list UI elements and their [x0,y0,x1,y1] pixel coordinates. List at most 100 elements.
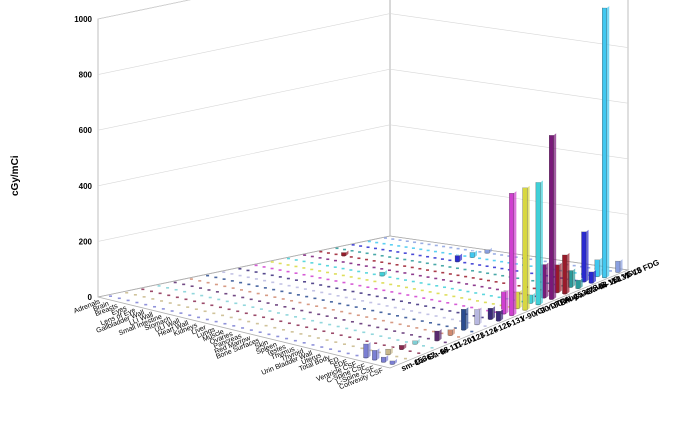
floor-marker [141,288,145,291]
bar-top [514,289,522,292]
floor-marker [311,282,315,285]
floor-marker [346,304,350,307]
floor-marker [215,291,219,293]
floor-marker [125,291,129,294]
floor-marker [193,300,197,303]
bar [399,345,404,350]
floor-marker [387,313,391,315]
floor-marker [463,261,467,264]
floor-marker [395,315,399,317]
floor-marker [282,328,286,331]
floor-marker [358,284,362,287]
bar-top [474,307,482,310]
floor-marker [418,254,422,257]
floor-marker [231,287,235,289]
floor-marker [410,259,414,262]
floor-marker [364,265,368,267]
floor-marker [335,287,339,290]
bar-side [540,180,543,305]
floor-marker [381,319,385,322]
floor-marker [222,271,226,274]
floor-marker [395,257,399,260]
floor-marker [270,261,274,263]
floor-marker [408,302,412,304]
floor-marker [480,285,484,288]
floor-marker [493,266,497,269]
floor-marker [331,309,335,311]
bar-side [368,341,371,358]
floor-marker [530,272,534,275]
floor-marker [418,274,422,277]
floor-marker [395,355,399,358]
floor-marker [367,293,371,296]
floor-marker [455,267,459,270]
floor-marker [365,316,369,318]
floor-marker [410,310,414,312]
floor-marker [326,271,330,274]
bar [615,260,621,273]
floor-marker [241,296,245,299]
floor-marker [308,311,312,314]
floor-marker [294,259,298,261]
floor-marker [294,272,298,274]
floor-marker [276,335,280,338]
floor-marker [492,259,496,262]
floor-marker [441,279,445,281]
bar [469,252,475,258]
floor-marker [422,297,426,299]
bar [487,308,493,320]
floor-marker [238,268,242,270]
floor-marker [387,269,391,272]
bar-top [447,327,455,330]
floor-marker [372,260,376,262]
floor-marker [414,295,418,298]
bar-top [389,358,397,361]
floor-marker [365,279,369,281]
floor-marker [351,290,355,293]
floor-marker [149,290,153,293]
floor-marker [340,310,344,313]
floor-marker [325,264,329,267]
floor-marker [302,342,306,344]
floor-marker [426,276,430,278]
floor-marker [273,296,277,298]
bar-side [385,355,389,363]
y-tick-label: 800 [79,71,93,80]
floor-marker [426,313,430,316]
floor-marker [391,238,395,240]
floor-marker [445,325,449,328]
floor-marker [423,328,427,331]
bar-top [562,252,570,255]
floor-marker [318,263,322,266]
bar-side [620,259,623,273]
y-tick-label: 600 [79,126,93,135]
floor-marker [311,319,315,322]
floor-marker [448,273,452,275]
floor-marker [359,245,363,247]
floor-marker [336,325,340,328]
floor-marker [413,241,417,244]
floor-marker [420,289,424,292]
floor-marker [491,303,495,305]
floor-marker [217,298,221,301]
floor-marker [449,280,453,283]
floor-marker [457,281,461,284]
floor-marker [239,289,243,291]
floor-marker [453,327,457,329]
floor-marker [411,280,415,283]
floor-marker [344,296,348,299]
floor-marker [262,266,266,268]
gridline-back [389,180,629,215]
floor-marker [262,316,266,319]
floor-marker [234,302,238,305]
floor-marker [160,300,164,302]
floor-marker [543,260,547,263]
bar-top [488,306,496,309]
floor-marker [281,298,285,300]
floor-marker [302,273,306,276]
floor-marker [351,244,355,246]
floor-marker [500,254,504,256]
floor-marker [348,336,352,339]
floor-marker [419,248,423,251]
